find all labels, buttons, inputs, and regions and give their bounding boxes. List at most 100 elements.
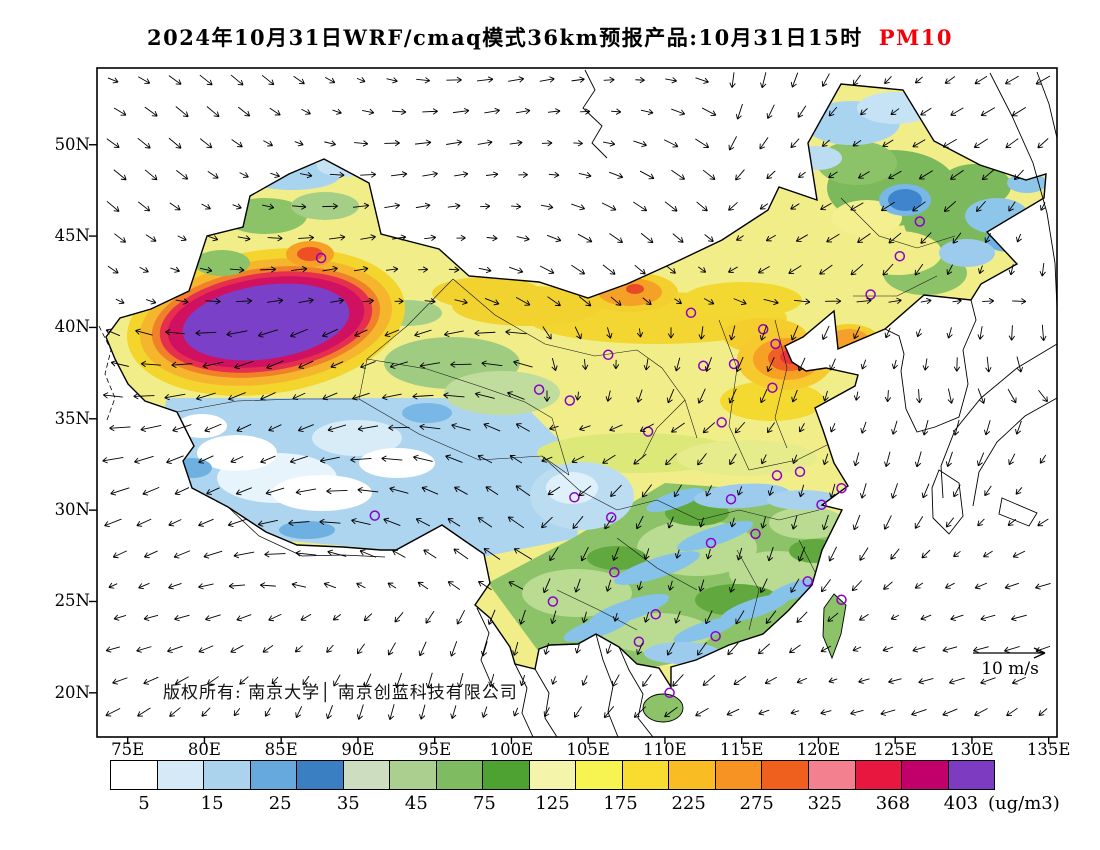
colorbar-cell bbox=[296, 761, 343, 789]
wind-arrow bbox=[759, 325, 768, 341]
wind-arrow bbox=[507, 391, 525, 400]
wind-arrow bbox=[234, 360, 254, 370]
wind-arrow bbox=[481, 360, 503, 367]
wind-arrow bbox=[884, 75, 892, 85]
wind-arrow bbox=[505, 329, 527, 336]
lon-tick-label: 120E bbox=[796, 740, 841, 759]
wind-arrow bbox=[107, 77, 119, 84]
wind-arrow bbox=[551, 676, 558, 685]
wind-arrow bbox=[822, 390, 829, 402]
station-marker bbox=[836, 594, 847, 605]
wind-arrow bbox=[947, 388, 954, 404]
wind-arrow bbox=[921, 483, 930, 499]
wind-arrow bbox=[298, 234, 315, 241]
wind-arrow bbox=[1007, 518, 1017, 526]
wind-arrow bbox=[636, 642, 643, 656]
wind-arrow bbox=[110, 487, 130, 496]
wind-arrow bbox=[982, 297, 995, 305]
wind-arrow bbox=[448, 266, 460, 273]
wind-arrow bbox=[641, 484, 653, 498]
lat-tick-label: 50N bbox=[54, 134, 90, 154]
wind-arrow bbox=[350, 456, 372, 463]
wind-arrow bbox=[424, 298, 436, 305]
wind-arrow bbox=[820, 579, 831, 593]
wind-arrow bbox=[1037, 138, 1049, 149]
wind-arrow bbox=[763, 298, 779, 306]
wind-arrow bbox=[541, 139, 553, 147]
wind-arrow bbox=[674, 357, 681, 372]
wind-arrow bbox=[299, 172, 313, 179]
wind-arrow bbox=[735, 169, 745, 181]
wind-arrow bbox=[980, 677, 996, 685]
colorbar-tick-label: 403 bbox=[943, 793, 979, 814]
wind-arrow bbox=[257, 329, 278, 338]
wind-arrow bbox=[829, 422, 836, 433]
wind-arrow bbox=[227, 519, 246, 527]
wind-arrow bbox=[172, 424, 192, 433]
wind-arrow bbox=[330, 297, 345, 304]
wind-arrow bbox=[914, 582, 924, 589]
wind-arrow bbox=[698, 517, 705, 528]
wind-arrow bbox=[757, 643, 770, 655]
wind-arrow bbox=[360, 361, 376, 369]
station-marker bbox=[716, 417, 727, 428]
wind-arrow bbox=[1037, 518, 1049, 527]
wind-arrow bbox=[351, 518, 371, 526]
wind-arrow bbox=[702, 422, 716, 434]
wind-arrow bbox=[640, 232, 654, 244]
wind-arrow bbox=[423, 549, 437, 559]
wind-arrow bbox=[1039, 262, 1046, 277]
wind-arrow bbox=[105, 646, 120, 653]
lat-tick-label: 30N bbox=[54, 500, 90, 520]
wind-arrow bbox=[674, 298, 682, 305]
wind-arrow bbox=[485, 486, 499, 496]
wind-arrow bbox=[203, 550, 223, 559]
wind-arrow bbox=[736, 486, 743, 496]
title-text: 2024年10月31日WRF/cmaq模式36km预报产品:10月31日15时 bbox=[147, 25, 863, 50]
wind-arrow bbox=[509, 139, 523, 147]
wind-arrow bbox=[858, 171, 870, 179]
wind-arrow bbox=[914, 263, 924, 276]
wind-arrow bbox=[326, 644, 334, 653]
wind-arrow bbox=[821, 325, 830, 340]
wind-arrow bbox=[476, 76, 494, 83]
wind-arrow bbox=[547, 108, 561, 115]
wind-arrow bbox=[920, 232, 932, 244]
wind-arrow bbox=[198, 455, 214, 464]
wind-arrow bbox=[261, 74, 275, 86]
wind-arrow bbox=[820, 645, 832, 653]
wind-arrow bbox=[292, 392, 306, 400]
wind-arrow bbox=[857, 233, 871, 243]
wind-arrow bbox=[488, 673, 495, 688]
wind-arrow bbox=[389, 486, 409, 494]
station-marker bbox=[802, 576, 813, 587]
wind-arrow bbox=[578, 296, 592, 307]
wind-arrow bbox=[268, 613, 282, 622]
wind-arrow bbox=[728, 136, 738, 151]
wind-arrow bbox=[263, 140, 274, 147]
wind-arrow bbox=[507, 516, 525, 529]
wind-arrow bbox=[548, 171, 560, 179]
wind-arrow bbox=[540, 203, 554, 210]
title-pollutant: PM10 bbox=[878, 25, 953, 50]
wind-arrow bbox=[791, 515, 798, 530]
wind-arrow bbox=[235, 487, 252, 496]
wind-arrow bbox=[324, 140, 336, 147]
wind-arrow bbox=[1035, 75, 1051, 85]
wind-arrow bbox=[922, 358, 929, 371]
wind-arrow bbox=[175, 298, 189, 305]
wind-arrow bbox=[508, 76, 525, 83]
wind-arrow bbox=[169, 202, 181, 211]
wind-arrow bbox=[603, 706, 615, 719]
station-marker bbox=[609, 567, 620, 578]
wind-arrow bbox=[790, 203, 800, 210]
wind-arrow bbox=[168, 519, 182, 527]
wind-arrow bbox=[104, 518, 122, 528]
wind-arrow bbox=[115, 298, 125, 305]
wind-arrow bbox=[112, 677, 128, 685]
wind-arrow bbox=[946, 327, 953, 339]
wind-arrow bbox=[539, 76, 555, 83]
wind-arrow bbox=[916, 328, 923, 338]
wind-arrow bbox=[136, 518, 152, 527]
wind-arrow bbox=[239, 172, 249, 178]
